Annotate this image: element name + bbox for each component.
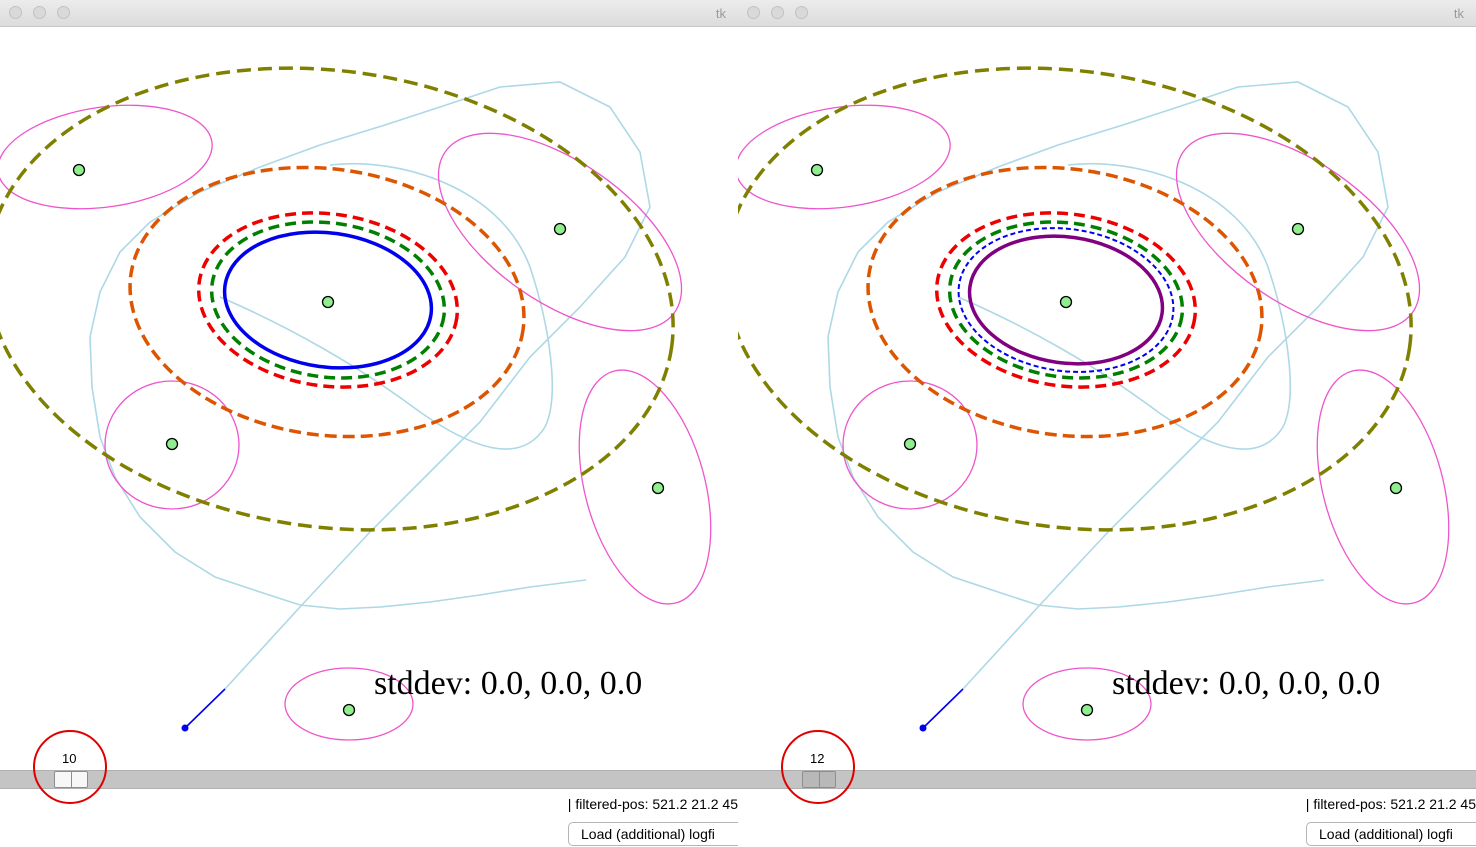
- blue-dashed-ellipse: [957, 227, 1175, 373]
- landmark-marker: [1080, 703, 1094, 717]
- window-title: tk: [715, 6, 726, 21]
- highlight-circle: [781, 730, 855, 804]
- landmark-marker: [810, 163, 824, 177]
- red-dashed-ellipse: [934, 211, 1198, 389]
- close-button[interactable]: [747, 6, 760, 19]
- title-bar: tk: [738, 0, 1476, 27]
- landmark-uncertainty-ellipse: [842, 380, 978, 510]
- robot-heading: [922, 688, 964, 729]
- right-window: tk stddev: 0.0, 0.0, 0.0 12 | filtered-p…: [738, 0, 1476, 847]
- outer-dashed-ellipse: [738, 66, 1413, 532]
- landmark-uncertainty-ellipse: [578, 369, 712, 605]
- robot-position: [181, 724, 189, 732]
- inner-covariance-ellipse: [967, 234, 1165, 366]
- left-window: tk stddev: 0.0, 0.0, 0.0 10 | filtered-p…: [0, 0, 738, 847]
- landmark-marker: [1059, 295, 1073, 309]
- landmark-uncertainty-ellipse: [284, 667, 414, 741]
- load-logfile-button[interactable]: Load (additional) logfi: [568, 822, 738, 846]
- landmark-uncertainty-ellipse: [104, 380, 240, 510]
- landmark-marker: [165, 437, 179, 451]
- landmark-marker: [651, 481, 665, 495]
- outer-dashed-ellipse: [0, 66, 675, 532]
- stddev-label: stddev: 0.0, 0.0, 0.0: [374, 665, 643, 702]
- zoom-button[interactable]: [795, 6, 808, 19]
- frame-slider[interactable]: [738, 770, 1476, 789]
- inner-covariance-ellipse: [222, 230, 434, 370]
- robot-trajectory: [827, 81, 1389, 690]
- red-dashed-ellipse: [196, 211, 460, 389]
- frame-slider[interactable]: [0, 770, 738, 789]
- robot-trajectory-loop: [957, 162, 1291, 450]
- robot-position: [919, 724, 927, 732]
- robot-heading: [184, 688, 226, 729]
- orange-dashed-ellipse: [866, 165, 1264, 439]
- landmark-marker: [903, 437, 917, 451]
- stddev-label: stddev: 0.0, 0.0, 0.0: [1112, 665, 1381, 702]
- landmark-marker: [321, 295, 335, 309]
- orange-dashed-ellipse: [128, 165, 526, 439]
- close-button[interactable]: [9, 6, 22, 19]
- minimize-button[interactable]: [771, 6, 784, 19]
- landmark-marker: [1389, 481, 1403, 495]
- landmark-uncertainty-ellipse: [1022, 667, 1152, 741]
- window-title: tk: [1453, 6, 1464, 21]
- title-bar: tk: [0, 0, 738, 27]
- landmark-marker: [1291, 222, 1305, 236]
- landmark-uncertainty-ellipse: [0, 104, 213, 210]
- robot-trajectory-loop: [219, 162, 553, 450]
- zoom-button[interactable]: [57, 6, 70, 19]
- landmark-marker: [342, 703, 356, 717]
- map-canvas: [738, 66, 1450, 741]
- status-text: | filtered-pos: 521.2 21.2 45: [1305, 796, 1476, 812]
- minimize-button[interactable]: [33, 6, 46, 19]
- status-text: | filtered-pos: 521.2 21.2 45: [567, 796, 738, 812]
- robot-trajectory: [89, 81, 651, 690]
- green-dashed-ellipse: [209, 220, 447, 380]
- green-dashed-ellipse: [947, 220, 1185, 380]
- landmark-marker: [72, 163, 86, 177]
- highlight-circle: [33, 730, 107, 804]
- landmark-uncertainty-ellipse: [738, 104, 951, 210]
- map-canvas: [0, 66, 712, 741]
- landmark-marker: [553, 222, 567, 236]
- load-logfile-button[interactable]: Load (additional) logfi: [1306, 822, 1476, 846]
- landmark-uncertainty-ellipse: [1316, 369, 1450, 605]
